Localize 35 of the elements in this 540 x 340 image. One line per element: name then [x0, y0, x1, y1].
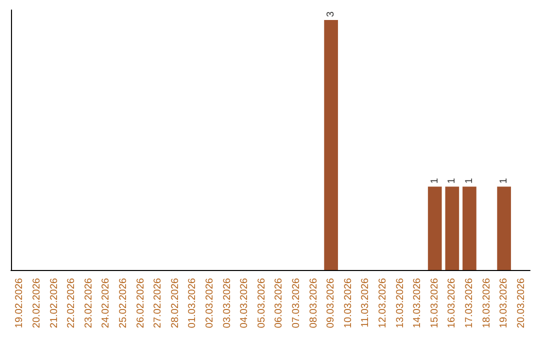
data-label: 1 [498, 178, 510, 184]
data-label: 3 [326, 11, 337, 17]
x-tick-label: 08.03.2026 [308, 278, 320, 328]
x-tick-label: 14.03.2026 [412, 278, 424, 328]
x-tick-label: 26.02.2026 [135, 278, 146, 328]
x-tick-label: 09.03.2026 [326, 278, 337, 328]
x-tick-label: 18.03.2026 [481, 278, 492, 328]
x-tick-label: 24.02.2026 [100, 278, 112, 328]
x-tick-label: 23.02.2026 [83, 278, 94, 328]
x-tick-label: 10.03.2026 [342, 278, 354, 328]
x-tick-label: 28.02.2026 [170, 278, 181, 328]
x-tick-label: 19.03.2026 [498, 278, 510, 328]
x-tick-label: 16.03.2026 [446, 278, 458, 328]
data-label: 1 [429, 178, 440, 184]
x-tick-label: 05.03.2026 [256, 278, 268, 328]
x-tick-label: 02.03.2026 [204, 278, 216, 328]
x-tick-label: 17.03.2026 [464, 278, 475, 328]
x-tick-label: 04.03.2026 [239, 278, 250, 328]
x-tick-label: 27.02.2026 [152, 278, 164, 328]
x-tick-label: 13.03.2026 [394, 278, 406, 328]
x-tick-label: 07.03.2026 [290, 278, 302, 328]
data-label: 1 [446, 178, 458, 184]
x-tick-label: 20.02.2026 [31, 278, 42, 328]
x-tick-label: 19.02.2026 [14, 278, 26, 328]
x-tick-label: 20.03.2026 [516, 278, 527, 328]
x-tick-label: 01.03.2026 [187, 278, 198, 328]
x-tick-label: 25.02.2026 [118, 278, 129, 328]
x-tick-label: 15.03.2026 [429, 278, 440, 328]
x-tick-label: 21.02.2026 [48, 278, 60, 328]
x-tick-label: 12.03.2026 [377, 278, 388, 328]
x-tick-label: 03.03.2026 [222, 278, 233, 328]
data-label: 1 [464, 178, 475, 184]
x-tick-label: 06.03.2026 [274, 278, 285, 328]
x-tick-label: 22.02.2026 [66, 278, 78, 328]
x-tick-label: 11.03.2026 [360, 278, 372, 328]
